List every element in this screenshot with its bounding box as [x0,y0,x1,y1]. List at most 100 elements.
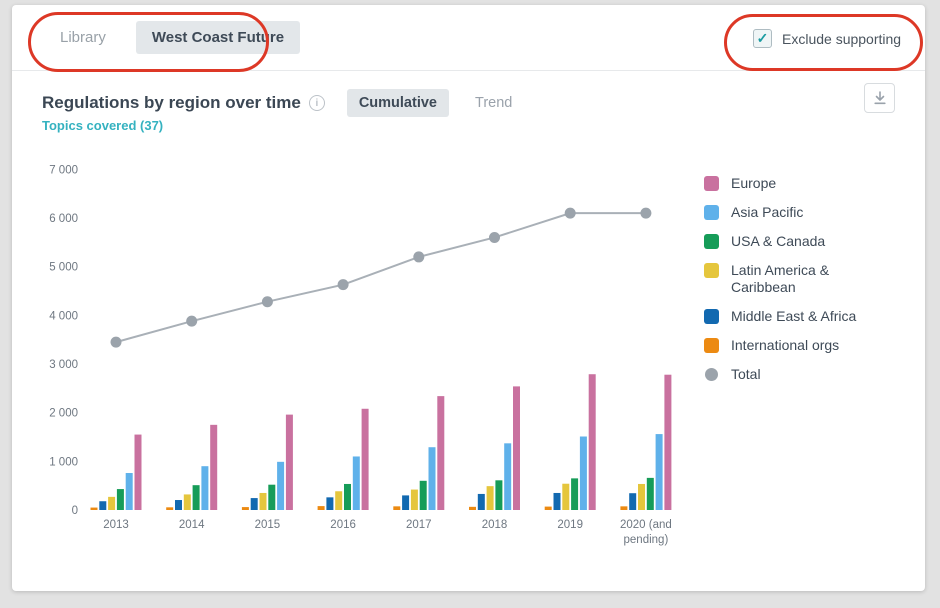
legend-label: USA & Canada [731,233,826,249]
legend-item-latin-america-caribbean[interactable]: Latin America & Caribbean [704,262,919,296]
bar-latin-america-caribbean[interactable] [259,492,267,510]
line-point-total[interactable] [186,315,198,327]
bar-usa-canada[interactable] [268,484,276,510]
bar-asia-pacific[interactable] [352,456,360,510]
bar-usa-canada[interactable] [419,480,427,510]
bar-asia-pacific[interactable] [655,434,663,510]
bar-asia-pacific[interactable] [504,443,512,510]
line-point-total[interactable] [489,231,500,243]
bar-international-orgs[interactable] [393,506,401,510]
chart-canvas: 0 1 000 2 000 3 000 4 000 5 000 6 000 7 000 2013… [49,164,672,546]
bar-asia-pacific[interactable] [125,473,133,510]
exclude-supporting-group: ✓ Exclude supporting [753,29,901,48]
bar-asia-pacific[interactable] [277,461,285,510]
y-axis-tick-label: 1 000 [49,456,78,468]
line-total [115,212,646,344]
bar-europe[interactable] [285,414,293,510]
bar-latin-america-caribbean[interactable] [562,483,570,510]
tab-library[interactable]: Library [60,29,106,46]
x-axis-tick-label: 2019 [557,519,583,531]
x-axis-tick-label: 2018 [482,519,508,531]
bar-usa-canada[interactable] [344,483,351,510]
y-axis-tick-label: 3 000 [49,359,78,371]
bar-asia-pacific[interactable] [428,447,436,510]
x-axis-tick-label: pending) [624,534,669,546]
line-point-total[interactable] [564,207,576,219]
legend-dot-icon [705,368,718,381]
bar-latin-america-caribbean[interactable] [410,489,418,510]
y-axis-tick-label: 7 000 [49,164,78,176]
bar-asia-pacific[interactable] [579,436,587,510]
bar-latin-america-caribbean[interactable] [486,486,494,510]
bar-middle-east-africa[interactable] [553,492,561,510]
bar-europe[interactable] [210,424,218,510]
bar-international-orgs[interactable] [90,507,98,510]
x-axis-tick-label: 2020 (and [620,519,672,531]
info-icon[interactable]: i [308,95,325,111]
bar-latin-america-caribbean[interactable] [638,483,645,510]
legend-item-europe[interactable]: Europe [704,175,919,192]
bar-latin-america-caribbean[interactable] [108,496,116,510]
legend-item-asia-pacific[interactable]: Asia Pacific [704,204,919,221]
legend-swatch-icon [704,338,719,353]
bar-middle-east-africa[interactable] [250,498,258,510]
bar-asia-pacific[interactable] [201,466,209,510]
bar-international-orgs[interactable] [317,506,325,510]
x-axis-tick-label: 2014 [179,519,205,531]
bar-europe[interactable] [361,408,369,510]
bar-latin-america-caribbean[interactable] [183,494,191,510]
legend-label: Middle East & Africa [731,308,857,324]
y-axis-tick-label: 4 000 [49,310,78,322]
download-icon [873,91,886,105]
topics-covered-link[interactable]: Topics covered (37) [42,118,164,133]
top-tab-bar: Library West Coast Future [12,5,925,71]
bar-middle-east-africa[interactable] [326,497,334,510]
checkmark-icon: ✓ [756,30,769,46]
bar-middle-east-africa[interactable] [629,493,637,510]
legend-swatch-icon [704,309,719,324]
exclude-supporting-checkbox[interactable]: ✓ [753,29,772,48]
chart-area: 0 1 000 2 000 3 000 4 000 5 000 6 000 7 000 2013… [32,143,712,573]
toggle-cumulative[interactable]: Cumulative [346,89,449,117]
page-title: Regulations by region over time [42,93,301,112]
legend-label: International orgs [731,337,840,353]
bar-international-orgs[interactable] [620,506,628,510]
line-point-total[interactable] [337,279,349,291]
legend-item-middle-east-africa[interactable]: Middle East & Africa [704,308,919,325]
bar-international-orgs[interactable] [166,507,174,510]
chart-header: Regulations by region over time i Cumula… [42,88,895,118]
bar-international-orgs[interactable] [469,506,476,510]
tab-west-coast-future[interactable]: West Coast Future [135,21,301,54]
bar-middle-east-africa[interactable] [402,495,410,510]
legend-item-usa-canada[interactable]: USA & Canada [704,233,919,250]
line-point-total[interactable] [261,296,273,308]
bar-usa-canada[interactable] [571,478,579,510]
line-point-total[interactable] [640,207,652,219]
legend-label: Asia Pacific [731,204,804,220]
bar-latin-america-caribbean[interactable] [335,491,343,510]
legend-item-international-orgs[interactable]: International orgs [704,337,919,354]
bar-middle-east-africa[interactable] [477,493,485,510]
bar-middle-east-africa[interactable] [99,501,107,510]
legend-swatch-icon [704,176,719,191]
bar-europe[interactable] [134,434,142,510]
bar-europe[interactable] [588,374,596,510]
toggle-trend[interactable]: Trend [475,95,513,111]
bar-europe[interactable] [513,386,520,510]
download-button[interactable] [864,83,895,113]
y-axis-tick-label: 2 000 [49,408,78,420]
bar-europe[interactable] [664,374,672,510]
legend-item-total[interactable]: Total [704,366,919,383]
bar-usa-canada[interactable] [116,489,124,510]
line-point-total[interactable] [413,251,425,263]
legend-swatch-icon [704,263,719,278]
line-point-total[interactable] [110,336,122,348]
bar-usa-canada[interactable] [495,480,503,510]
bar-international-orgs[interactable] [241,507,249,510]
bar-europe[interactable] [437,396,445,510]
bar-middle-east-africa[interactable] [175,500,182,510]
bar-usa-canada[interactable] [646,477,654,510]
legend-label: Total [731,366,761,382]
bar-international-orgs[interactable] [544,506,552,510]
bar-usa-canada[interactable] [192,485,200,510]
